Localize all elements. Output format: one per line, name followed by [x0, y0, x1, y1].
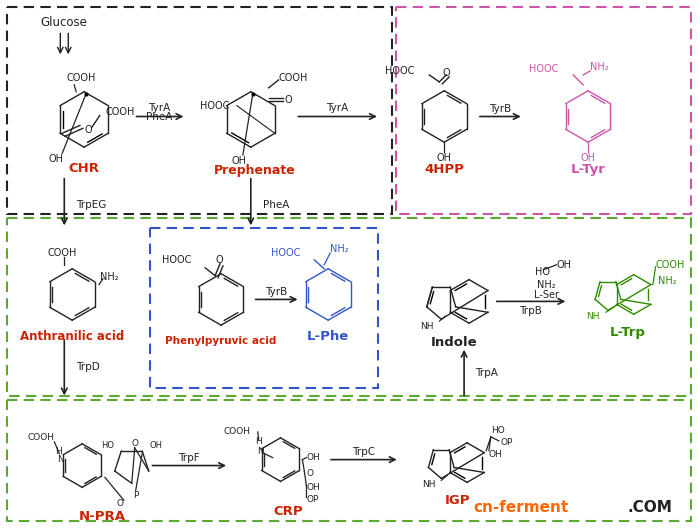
Text: NH₂: NH₂ [330, 244, 349, 254]
Text: TrpEG: TrpEG [76, 201, 106, 211]
Text: CRP: CRP [274, 505, 303, 517]
Text: HO: HO [491, 427, 505, 436]
Text: TyrB: TyrB [489, 103, 511, 114]
Text: Indole: Indole [431, 336, 477, 350]
Bar [395, 7, 692, 214]
Text: 4HPP: 4HPP [424, 163, 464, 176]
Text: TrpB: TrpB [519, 306, 542, 316]
Text: .COM: .COM [628, 499, 673, 515]
Text: NH₂: NH₂ [100, 272, 118, 281]
Text: NH₂: NH₂ [590, 62, 609, 72]
Text: Phenylpyruvic acid: Phenylpyruvic acid [165, 336, 276, 346]
Text: L-Phe: L-Phe [307, 329, 349, 343]
Text: TyrA: TyrA [148, 102, 171, 112]
Text: COOH: COOH [66, 73, 96, 83]
Text: TyrA: TyrA [326, 102, 348, 112]
Text: TrpA: TrpA [475, 367, 498, 378]
Text: Prephenate: Prephenate [214, 164, 295, 177]
Text: TrpF: TrpF [178, 452, 200, 463]
Text: PheA: PheA [262, 201, 289, 211]
Text: L-Trp: L-Trp [610, 326, 645, 338]
Text: COOH: COOH [48, 248, 77, 258]
Bar [7, 219, 692, 397]
Text: OH: OH [307, 483, 320, 492]
Text: Glucose: Glucose [41, 16, 88, 29]
Text: PheA: PheA [146, 112, 173, 122]
Text: COOH: COOH [27, 433, 55, 442]
Text: HO: HO [536, 267, 550, 277]
Text: P: P [133, 491, 139, 499]
Text: COOH: COOH [279, 73, 308, 83]
Text: N: N [57, 455, 64, 464]
Bar [7, 7, 392, 214]
Text: OH: OH [580, 153, 596, 163]
Text: COOH: COOH [656, 260, 685, 270]
Text: TrpC: TrpC [352, 447, 375, 457]
Text: HOOC: HOOC [385, 66, 414, 76]
Text: OP: OP [500, 438, 513, 447]
Text: HOOC: HOOC [162, 255, 191, 265]
Text: O: O [131, 439, 138, 448]
Text: NH₂: NH₂ [537, 280, 556, 289]
Text: IGP: IGP [444, 494, 470, 507]
Text: N: N [258, 447, 264, 456]
Text: COOH: COOH [106, 107, 135, 117]
Text: N-PRA: N-PRA [78, 511, 125, 523]
Bar [7, 400, 692, 521]
Text: HO: HO [101, 441, 114, 450]
Text: O: O [284, 95, 292, 105]
Text: H: H [55, 447, 62, 456]
Text: O: O [442, 68, 450, 78]
Text: O: O [116, 498, 123, 507]
Text: OH: OH [437, 153, 452, 163]
Bar [150, 228, 378, 389]
Text: OH: OH [556, 260, 571, 270]
Text: H: H [256, 437, 262, 446]
Text: O: O [215, 255, 223, 265]
Text: OH: OH [150, 441, 162, 450]
Text: TrpD: TrpD [76, 362, 100, 372]
Text: NH: NH [422, 480, 435, 489]
Text: HOOC: HOOC [529, 64, 559, 74]
Text: O: O [307, 469, 314, 478]
Text: HOOC: HOOC [271, 248, 300, 258]
Text: CHR: CHR [69, 163, 99, 175]
Text: L-Ser: L-Ser [534, 290, 559, 300]
Text: OH: OH [49, 154, 64, 164]
Text: NH: NH [420, 322, 433, 331]
Text: HOOC: HOOC [199, 101, 229, 111]
Text: OH: OH [307, 453, 320, 462]
Text: L-Tyr: L-Tyr [570, 163, 606, 176]
Text: COOH: COOH [224, 428, 251, 437]
Text: TyrB: TyrB [265, 287, 288, 297]
Text: OP: OP [307, 495, 319, 504]
Text: NH₂: NH₂ [657, 276, 676, 286]
Text: NH: NH [587, 312, 600, 320]
Text: cn-ferment: cn-ferment [473, 499, 568, 515]
Text: OH: OH [489, 450, 503, 459]
Text: O: O [84, 125, 92, 135]
Text: Anthranilic acid: Anthranilic acid [20, 329, 125, 343]
Text: OH: OH [232, 156, 246, 166]
